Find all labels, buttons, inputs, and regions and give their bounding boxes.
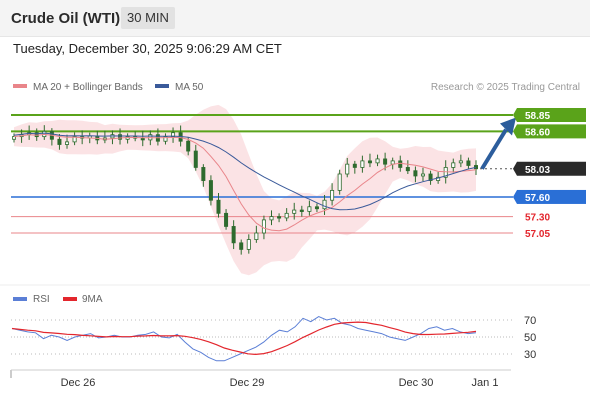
candle-body: [413, 170, 418, 177]
candle-body: [239, 242, 244, 250]
rsi-legend-swatch: [13, 297, 27, 301]
candle-body: [11, 136, 16, 140]
rsi-ma9-line: [11, 321, 477, 356]
ma9-legend-label: 9MA: [82, 294, 103, 305]
projection-arrow-shaft: [480, 128, 508, 170]
rsi-legend-label: RSI: [33, 294, 50, 305]
level-tag-57.60: [517, 189, 586, 204]
candle-body: [231, 226, 236, 244]
candle-body: [458, 160, 463, 164]
candle-body: [367, 160, 372, 164]
candle-body: [171, 132, 176, 138]
projection-arrow-head: [500, 117, 516, 136]
level-tag-58.85: [517, 108, 586, 122]
candle-body: [261, 219, 266, 234]
candle-body: [299, 209, 304, 212]
level-label-58.60: 58.60: [525, 127, 550, 138]
chart-title: Crude Oil (WTI): [11, 10, 121, 27]
bollinger-band: [14, 104, 476, 276]
x-axis-label-2: Dec 30: [399, 377, 434, 389]
candle-body: [428, 173, 433, 181]
candle-body: [186, 140, 191, 152]
candle-body: [216, 199, 221, 214]
candle-body: [284, 212, 289, 219]
interval-badge[interactable]: 30 MIN: [121, 7, 175, 29]
candle-body: [345, 163, 350, 175]
candle-body: [314, 206, 319, 210]
candle-body: [375, 158, 380, 164]
candle-body: [322, 199, 327, 210]
candle-body: [193, 150, 198, 168]
candle-body: [208, 180, 213, 201]
ma50-legend-swatch: [155, 84, 169, 88]
candle-body: [352, 163, 357, 168]
candle-body: [436, 176, 441, 181]
candle-body: [57, 138, 62, 145]
candle-body: [118, 134, 123, 140]
candle-body: [466, 160, 471, 166]
x-axis-label-3: Jan 1: [472, 377, 499, 389]
ma50-legend-label: MA 50: [175, 82, 204, 93]
level-label-57.60: 57.60: [525, 193, 550, 204]
ma20-legend-swatch: [13, 84, 27, 88]
level-tag-58.60: [517, 124, 586, 139]
candle-body: [269, 216, 274, 221]
level-label-57.30: 57.30: [525, 213, 550, 224]
candle-body: [443, 167, 448, 178]
chart-header: Crude Oil (WTI) 30 MIN: [0, 0, 590, 37]
ma20-legend-label: MA 20 + Bollinger Bands: [33, 82, 143, 93]
candle-body: [330, 189, 335, 201]
candle-body: [337, 173, 342, 191]
research-credit: Research © 2025 Trading Central: [431, 82, 580, 93]
candle-body: [254, 232, 259, 240]
candle-body: [72, 136, 77, 143]
x-axis-label-0: Dec 26: [61, 377, 96, 389]
candle-body: [277, 216, 282, 219]
level-tag-58.03: [517, 161, 586, 176]
level-tag-pointer-58.60: [513, 124, 517, 139]
rsi-tick-70: 70: [524, 315, 536, 327]
level-tag-pointer-57.60: [513, 189, 517, 204]
candle-body: [383, 158, 388, 165]
ma50-line: [13, 132, 477, 211]
candle-body: [451, 162, 456, 168]
candle-body: [65, 141, 70, 145]
rsi-tick-30: 30: [524, 349, 536, 361]
level-label-58.85: 58.85: [525, 111, 550, 122]
level-label-58.03: 58.03: [525, 165, 550, 176]
level-label-57.05: 57.05: [525, 229, 550, 240]
ma20-line: [13, 133, 477, 232]
candle-body: [307, 206, 312, 212]
candle-body: [405, 167, 410, 172]
rsi-tick-50: 50: [524, 332, 536, 344]
level-tag-pointer-58.85: [513, 108, 517, 122]
level-tag-pointer-58.03: [513, 161, 517, 176]
candle-body: [398, 160, 403, 168]
candle-body: [246, 239, 251, 250]
candle-body: [360, 160, 365, 168]
candle-body: [473, 165, 478, 170]
candle-body: [420, 173, 425, 177]
candle-body: [201, 167, 206, 181]
candle-body: [224, 212, 229, 227]
timestamp: Tuesday, December 30, 2025 9:06:29 AM CE…: [13, 41, 282, 56]
ma9-legend-swatch: [63, 297, 77, 301]
x-axis-label-1: Dec 29: [230, 377, 265, 389]
candle-body: [292, 209, 297, 214]
